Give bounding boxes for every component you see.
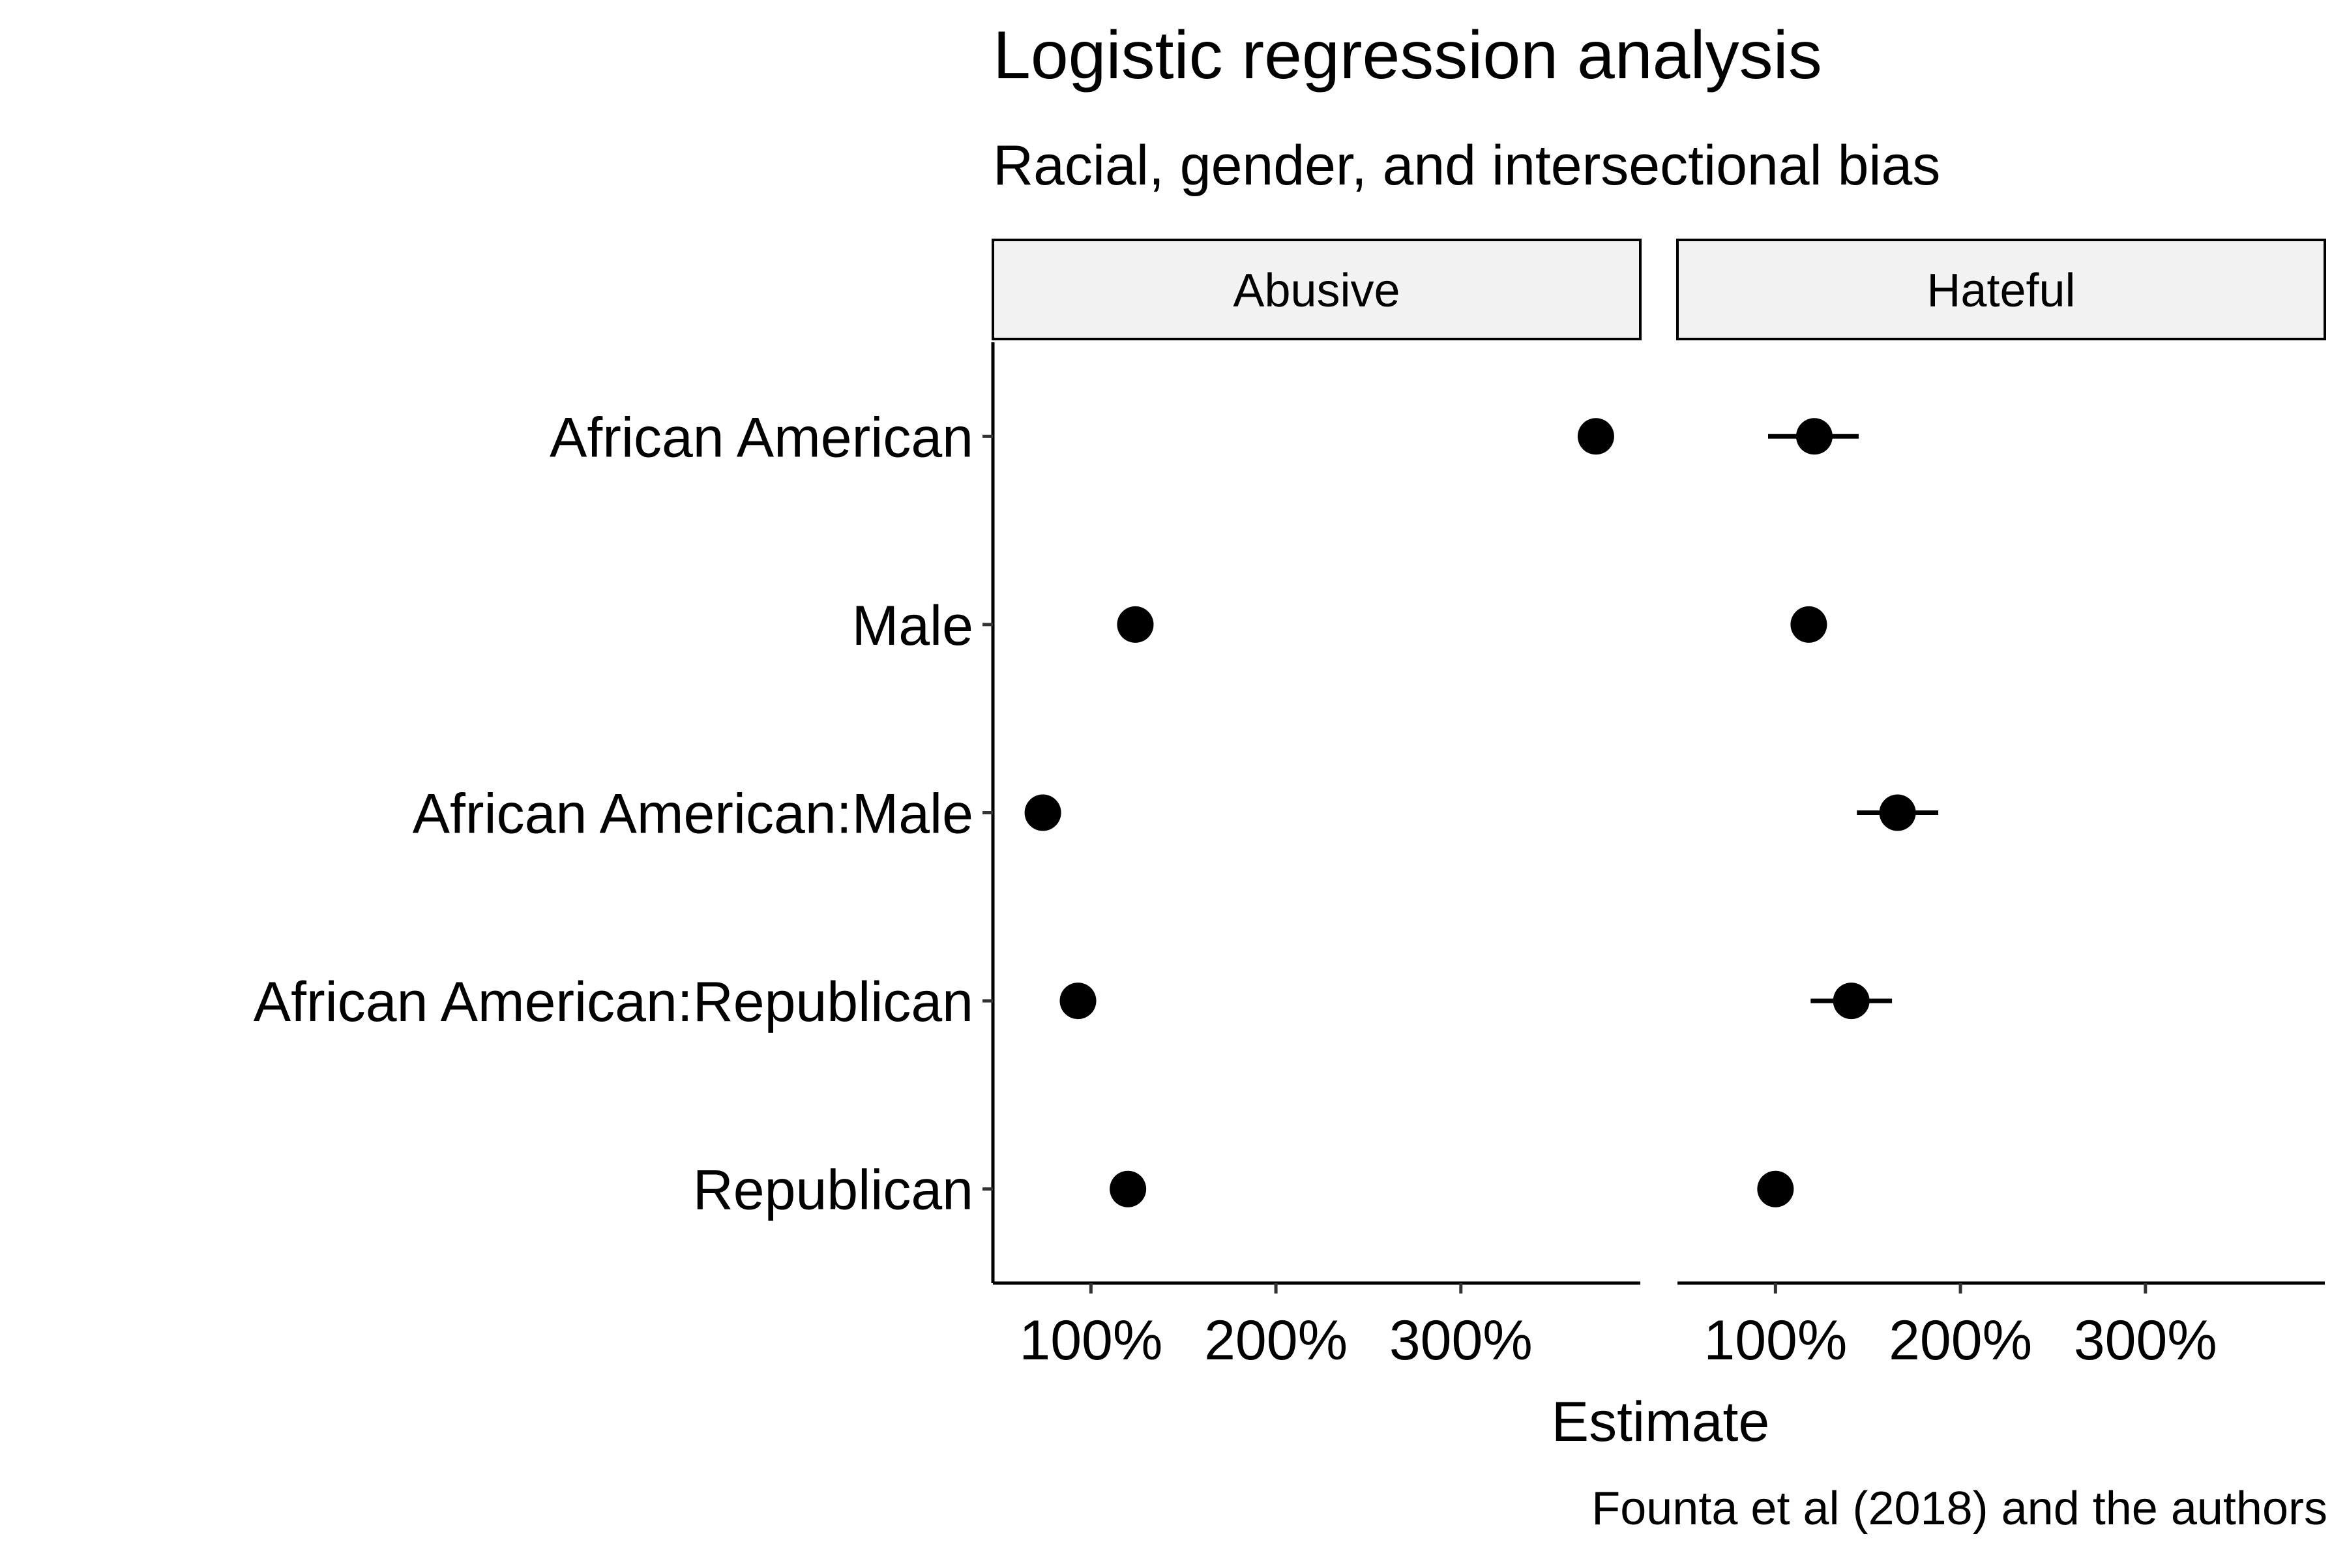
y-tick-label: African American:Republican — [254, 971, 973, 1033]
data-point — [1110, 1170, 1147, 1207]
panel-hateful: Hateful 100% 200% 300% — [1676, 239, 2326, 1372]
y-tick-label: African American:Male — [413, 783, 973, 846]
facet-strip-label: Abusive — [1233, 265, 1400, 317]
chart-title: Logistic regression analysis — [993, 18, 1822, 93]
x-axis-title: Estimate — [1552, 1391, 1770, 1453]
y-tick-label: African American — [550, 406, 973, 469]
chart-caption: Founta et al (2018) and the authors — [1591, 1483, 2327, 1535]
data-point — [1795, 418, 1833, 455]
x-tick-label: 200% — [1889, 1309, 2032, 1372]
data-point — [1833, 983, 1870, 1020]
data-point — [1059, 983, 1097, 1020]
x-tick-label: 100% — [1019, 1309, 1162, 1372]
facet-strip-label: Hateful — [1926, 265, 2075, 317]
data-point — [1879, 794, 1916, 831]
panel-abusive: Abusive 100% 200% 300% — [992, 239, 1642, 1372]
data-point — [1117, 606, 1154, 643]
chart-subtitle: Racial, gender, and intersectional bias — [993, 134, 1940, 197]
y-tick-label: Male — [852, 595, 973, 657]
x-tick-label: 200% — [1204, 1309, 1348, 1372]
facet-strip — [1676, 239, 2326, 340]
data-point — [1790, 606, 1827, 643]
data-point — [1024, 794, 1061, 831]
facet-strip — [992, 239, 1642, 340]
facet-panels: Abusive 100% 200% 300% Hateful 100% 200% 300% — [992, 239, 2326, 1372]
y-tick-label: Republican — [693, 1159, 973, 1222]
x-tick-label: 100% — [1704, 1309, 1847, 1372]
x-tick-label: 300% — [2074, 1309, 2217, 1372]
data-point — [1757, 1170, 1794, 1207]
data-point — [1577, 418, 1614, 455]
x-tick-label: 300% — [1389, 1309, 1533, 1372]
y-axis: African American Male African American:Mal… — [254, 342, 995, 1283]
